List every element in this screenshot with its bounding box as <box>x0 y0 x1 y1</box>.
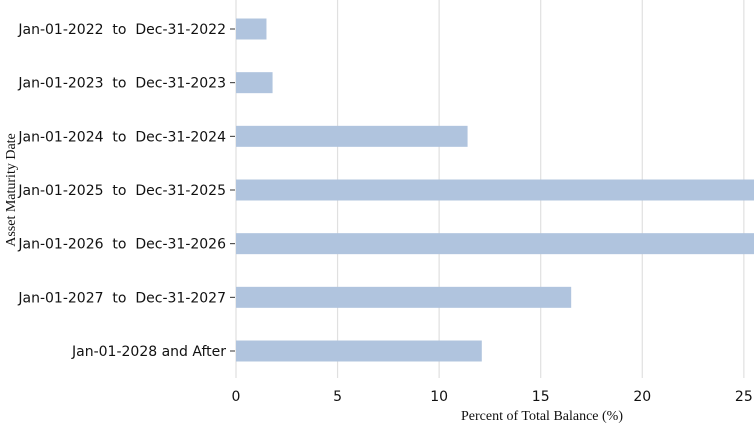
bar <box>236 72 273 94</box>
y-tick-label: Jan-01-2027 to Dec-31-2027 <box>17 290 226 306</box>
y-axis-label: Asset Maturity Date <box>4 133 19 247</box>
x-tick-label: 20 <box>633 389 651 405</box>
y-tick-label: Jan-01-2024 to Dec-31-2024 <box>17 129 226 145</box>
y-tick-label: Jan-01-2022 to Dec-31-2022 <box>17 22 226 38</box>
bar <box>236 125 468 147</box>
x-tick-label: 15 <box>532 389 550 405</box>
y-tick-label: Jan-01-2025 to Dec-31-2025 <box>17 183 226 199</box>
y-tick-label: Jan-01-2028 and After <box>71 344 226 360</box>
y-tick-label: Jan-01-2023 to Dec-31-2023 <box>17 76 226 92</box>
x-tick-label: 10 <box>430 389 448 405</box>
bar <box>236 340 482 362</box>
x-tick-label: 0 <box>232 389 241 405</box>
bars <box>236 18 754 362</box>
x-tick-label: 25 <box>735 389 753 405</box>
bar <box>236 179 754 201</box>
y-tick-labels: Jan-01-2022 to Dec-31-2022 Jan-01-2023 to… <box>17 22 235 360</box>
x-tick-labels: 0 5 10 15 20 25 <box>232 389 753 405</box>
bar <box>236 18 267 40</box>
x-tick-label: 5 <box>333 389 342 405</box>
bar <box>236 286 572 308</box>
y-tick-label: Jan-01-2026 to Dec-31-2026 <box>17 237 226 253</box>
x-axis-label: Percent of Total Balance (%) <box>461 409 623 424</box>
bar <box>236 233 754 255</box>
